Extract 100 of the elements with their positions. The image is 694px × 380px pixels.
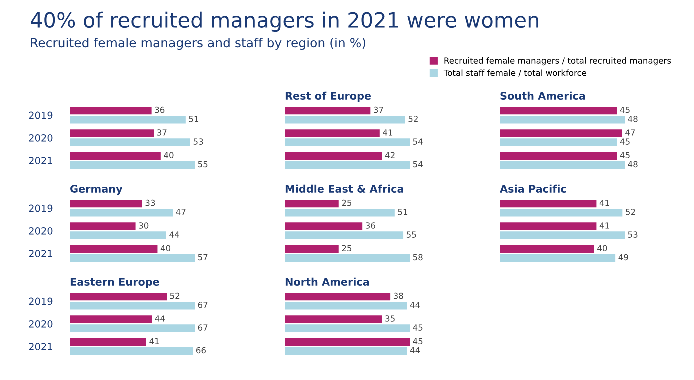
data-label: 41 <box>383 130 393 136</box>
bar <box>70 152 161 160</box>
bar <box>285 222 363 230</box>
bar <box>500 200 597 208</box>
bar <box>70 161 195 170</box>
bar <box>70 316 152 324</box>
bar <box>70 347 194 356</box>
bar <box>70 292 168 301</box>
bar <box>70 302 195 310</box>
chart-title: North America <box>286 278 370 286</box>
data-label: 37 <box>158 130 167 136</box>
bar <box>70 254 195 262</box>
bar <box>285 138 410 146</box>
data-label: 66 <box>196 347 206 354</box>
y-tick-label: 2020 <box>29 320 53 328</box>
bar <box>285 302 408 310</box>
chart-title: Germany <box>70 185 123 196</box>
bar <box>285 200 339 208</box>
data-label: 45 <box>620 138 630 145</box>
data-label: 54 <box>413 138 423 145</box>
bar <box>500 254 616 262</box>
bar <box>70 200 142 208</box>
bar <box>285 116 406 124</box>
y-tick-label: 2021 <box>29 157 52 164</box>
bar <box>70 232 166 240</box>
data-label: 40 <box>598 245 608 252</box>
y-tick-label: 2019 <box>29 298 53 306</box>
data-label: 44 <box>410 347 420 354</box>
legend-label: Recruited female managers / total recruited managers <box>444 58 672 66</box>
data-label: 52 <box>626 208 636 216</box>
chart-title: Rest of Europe <box>286 92 372 102</box>
bar <box>285 245 339 253</box>
y-tick-label: 2020 <box>29 227 53 235</box>
y-tick-label: 2019 <box>29 112 53 120</box>
bar <box>70 324 195 332</box>
data-label: 45 <box>413 338 423 345</box>
data-label: 38 <box>394 292 404 300</box>
bar <box>70 138 190 146</box>
bar <box>285 130 380 138</box>
bar <box>500 222 597 230</box>
bar <box>500 245 594 253</box>
data-label: 53 <box>628 232 638 238</box>
bar <box>285 161 410 170</box>
data-label: 58 <box>413 254 423 261</box>
data-label: 48 <box>628 116 638 122</box>
data-label: 49 <box>618 254 628 261</box>
bar <box>285 292 391 301</box>
data-label: 47 <box>176 209 186 216</box>
bar <box>70 245 158 253</box>
data-label: 35 <box>386 316 395 322</box>
chart-title: Asia Pacific <box>500 184 566 193</box>
data-label: 40 <box>164 152 174 159</box>
data-label: 30 <box>139 222 149 229</box>
text: Recruited female managers and staff by region (in %) <box>31 38 366 50</box>
bar <box>70 116 186 124</box>
data-label: 42 <box>385 152 395 158</box>
data-label: 67 <box>198 302 208 308</box>
data-label: 54 <box>413 161 423 168</box>
bar <box>70 209 174 217</box>
bar <box>285 232 404 240</box>
y-tick-label: 2021 <box>29 343 52 350</box>
bar <box>500 232 625 240</box>
y-tick-label: 2019 <box>29 204 53 212</box>
bar <box>285 209 395 217</box>
data-label: 33 <box>146 200 156 206</box>
data-label: 55 <box>406 232 416 238</box>
data-label: 51 <box>189 116 199 122</box>
bar <box>285 152 382 160</box>
bar <box>70 222 136 230</box>
data-label: 47 <box>626 130 636 136</box>
bar <box>285 316 382 324</box>
data-label: 41 <box>150 338 160 344</box>
data-label: 45 <box>620 152 630 159</box>
text: 40% of recruited managers in 2021 were women <box>31 12 538 32</box>
data-label: 45 <box>620 107 630 114</box>
legend-label: Total staff female / total workforce <box>444 70 587 77</box>
y-tick-label: 2021 <box>29 250 52 258</box>
bar <box>500 209 623 217</box>
data-label: 37 <box>374 106 384 114</box>
bar <box>70 130 154 138</box>
data-label: 44 <box>155 316 166 322</box>
data-label: 51 <box>398 209 408 216</box>
data-label: 25 <box>342 245 352 252</box>
data-label: 36 <box>155 106 165 114</box>
data-label: 40 <box>160 245 171 252</box>
data-label: 67 <box>198 324 208 331</box>
data-label: 57 <box>198 254 208 261</box>
data-label: 25 <box>342 200 352 206</box>
data-label: 44 <box>410 302 420 308</box>
bar <box>285 347 408 356</box>
data-label: 55 <box>198 161 208 168</box>
bar <box>285 324 410 332</box>
data-label: 41 <box>600 200 610 206</box>
bar <box>285 338 410 346</box>
data-label: 48 <box>628 161 638 168</box>
data-label: 52 <box>170 292 180 300</box>
data-label: 53 <box>194 138 204 145</box>
bar <box>70 106 152 115</box>
y-tick-label: 2020 <box>29 134 53 142</box>
bar <box>285 254 410 262</box>
